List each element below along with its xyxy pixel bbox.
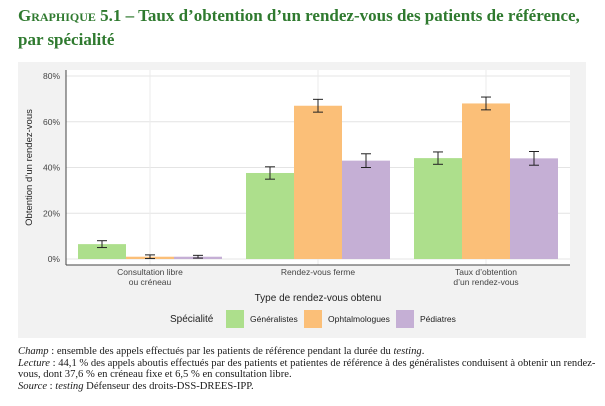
bar-pédiatres (342, 160, 390, 259)
x-tick-label: ou créneau (129, 277, 172, 287)
y-tick-label: 80% (43, 71, 60, 81)
bar-généralistes (246, 172, 294, 259)
chart-panel: 0% 20% 40% 60% 80% Obtention d’un rendez-vous… (18, 62, 586, 338)
y-tick-label: 0% (48, 254, 61, 264)
bar-ophtalmologues (294, 105, 342, 259)
x-tick-label: Rendez-vous ferme (281, 267, 355, 277)
chart-title-lead: Graphique 5.1 (18, 6, 122, 25)
x-tick-label: Taux d’obtention (455, 267, 517, 277)
bar-généralistes (414, 158, 462, 259)
note-lecture: Lecture : 44,1 % des appels aboutis effe… (18, 357, 596, 381)
note-source: Source : testing Défenseur des droits-DS… (18, 380, 254, 392)
y-tick-label: 40% (43, 163, 60, 173)
legend-swatch (226, 310, 244, 328)
x-tick-label: Consultation libre (117, 267, 183, 277)
bar-ophtalmologues (462, 103, 510, 259)
bar-pédiatres (510, 158, 558, 259)
legend-label: Pédiatres (420, 314, 456, 324)
y-tick-label: 20% (43, 208, 60, 218)
x-axis-title: Type de rendez-vous obtenu (255, 293, 382, 304)
chart-title: Graphique 5.1 – Taux d’obtention d’un re… (18, 4, 598, 52)
legend-swatch (396, 310, 414, 328)
bar-chart: 0% 20% 40% 60% 80% Obtention d’un rendez-vous… (24, 70, 570, 328)
legend-title: Spécialité (170, 314, 214, 325)
chart-notes: Champ : ensemble des appels effectués pa… (18, 346, 598, 392)
note-champ: Champ : ensemble des appels effectués pa… (18, 346, 425, 357)
legend-label: Généralistes (250, 314, 298, 324)
bar-généralistes (78, 244, 126, 259)
chart-title-rest: – Taux d’obtention d’un rendez-vous des … (18, 6, 580, 49)
legend-label: Ophtalmologues (328, 314, 390, 324)
y-axis-title: Obtention d’un rendez-vous (24, 109, 35, 226)
x-tick-label: d’un rendez-vous (453, 277, 518, 287)
y-tick-label: 60% (43, 117, 60, 127)
legend-swatch (304, 310, 322, 328)
